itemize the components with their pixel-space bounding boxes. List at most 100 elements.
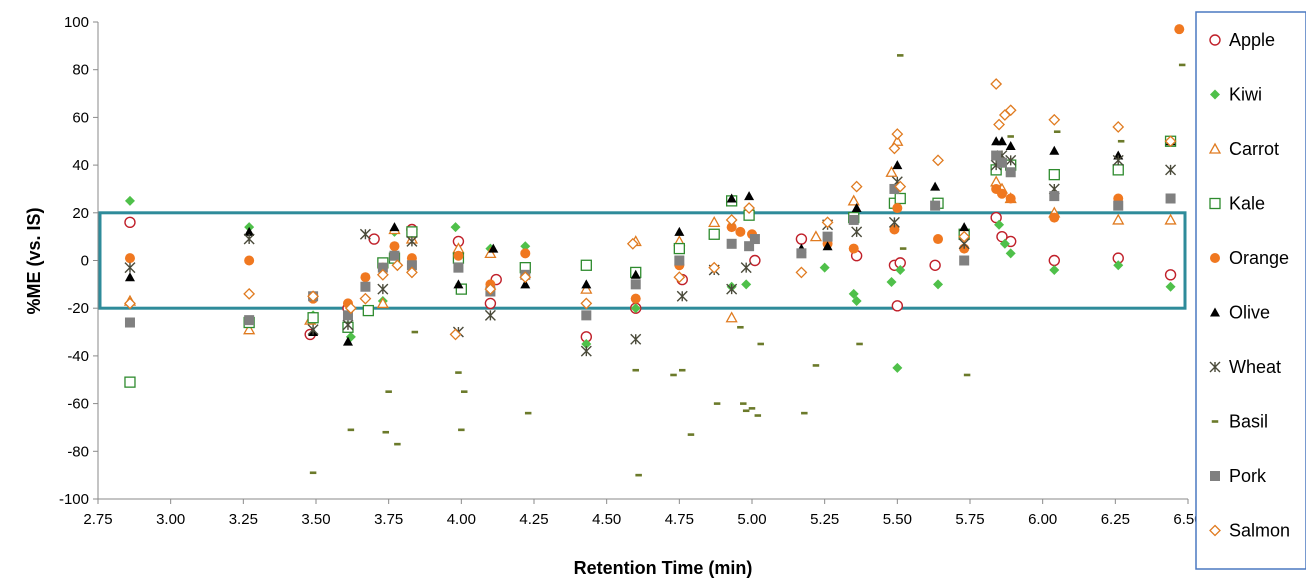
- legend-marker-salmon: [1209, 524, 1221, 537]
- x-tick-label: 4.50: [592, 511, 621, 528]
- data-point-carrot: [725, 311, 738, 323]
- x-tick-label: 3.50: [301, 511, 330, 528]
- data-point-basil: [632, 368, 639, 372]
- data-point-wheat: [1005, 154, 1017, 166]
- data-point-orange: [520, 248, 531, 259]
- data-point-wheat: [888, 216, 900, 228]
- legend-marker-kale: [1209, 197, 1221, 210]
- data-point-kiwi: [1005, 248, 1016, 259]
- data-point-salmon: [449, 328, 462, 341]
- y-tick-label: -100: [59, 491, 89, 508]
- x-tick-label: 4.00: [447, 511, 476, 528]
- data-point-salmon: [894, 180, 907, 193]
- data-point-pork: [959, 255, 970, 266]
- data-point-pork: [581, 310, 592, 321]
- data-point-carrot: [484, 247, 497, 258]
- data-point-pork: [377, 262, 388, 273]
- data-point-salmon: [519, 271, 532, 284]
- data-point-kiwi: [741, 279, 752, 290]
- data-point-pork: [674, 255, 685, 266]
- data-point-pork: [1005, 167, 1016, 178]
- data-point-salmon: [243, 287, 256, 300]
- data-point-basil: [812, 364, 820, 367]
- data-point-pork: [124, 317, 135, 328]
- legend-label-basil: Basil: [1229, 412, 1268, 432]
- data-point-salmon: [990, 78, 1003, 90]
- data-point-kale: [580, 259, 592, 271]
- x-tick-label: 4.25: [519, 511, 548, 528]
- data-point-kale: [1048, 168, 1060, 181]
- data-point-kiwi: [999, 238, 1010, 249]
- data-point-olive: [342, 336, 353, 346]
- series-salmon: [124, 78, 1177, 341]
- data-point-salmon: [1164, 135, 1177, 148]
- data-point-olive: [244, 226, 255, 236]
- data-point-wheat: [406, 235, 418, 247]
- data-point-pork: [1165, 193, 1176, 204]
- data-point-basil: [737, 325, 744, 329]
- data-point-basil: [1117, 139, 1125, 143]
- x-tick-label: 5.50: [883, 511, 912, 528]
- data-point-salmon: [708, 261, 721, 274]
- data-point-salmon: [406, 266, 418, 279]
- data-point-pork: [406, 260, 417, 271]
- data-marks: [123, 24, 1186, 477]
- data-point-kiwi: [124, 195, 135, 206]
- data-point-pork: [342, 310, 353, 321]
- legend-item-basil: Basil: [1211, 412, 1268, 432]
- data-point-olive: [726, 193, 737, 203]
- data-point-orange: [892, 203, 903, 214]
- data-point-basil: [896, 54, 904, 57]
- data-point-salmon: [795, 266, 808, 279]
- data-point-orange: [735, 226, 746, 237]
- legend-item-apple: Apple: [1209, 30, 1275, 50]
- x-tick-label: 5.75: [955, 511, 984, 528]
- data-point-pork: [822, 231, 833, 242]
- data-point-olive: [744, 191, 755, 201]
- data-point-basil: [801, 411, 808, 415]
- data-point-apple: [1048, 254, 1060, 267]
- data-point-wheat: [740, 262, 752, 274]
- legend-marker-carrot: [1208, 142, 1222, 154]
- legend-marker-wheat: [1209, 361, 1221, 373]
- data-point-apple: [124, 216, 136, 229]
- data-point-basil: [754, 414, 762, 417]
- series-pork: [124, 150, 1176, 328]
- data-point-basil: [394, 442, 401, 446]
- y-tick-label: 80: [72, 62, 89, 79]
- data-point-salmon: [850, 180, 863, 193]
- data-point-basil: [385, 390, 392, 393]
- data-point-basil: [757, 342, 764, 346]
- data-point-orange: [726, 222, 737, 233]
- data-point-olive: [674, 226, 685, 236]
- y-tick-label: 0: [81, 253, 89, 270]
- data-point-orange: [1005, 193, 1016, 204]
- legend-item-pork: Pork: [1210, 466, 1267, 486]
- data-point-orange: [1049, 212, 1060, 223]
- data-point-kiwi: [450, 222, 461, 233]
- data-point-kale: [894, 192, 906, 205]
- data-point-pork: [630, 279, 641, 290]
- data-point-salmon: [932, 154, 944, 167]
- y-tick-label: 20: [72, 205, 89, 222]
- axes: [93, 21, 1189, 504]
- data-point-pork: [389, 250, 400, 261]
- x-tick-label: 5.00: [737, 511, 766, 528]
- legend-marker-kiwi: [1210, 89, 1220, 100]
- data-point-wheat: [630, 333, 642, 345]
- data-point-olive: [389, 222, 400, 232]
- data-point-kale: [406, 226, 418, 238]
- legend-label-orange: Orange: [1229, 248, 1289, 268]
- data-point-basil: [963, 373, 971, 377]
- data-point-kiwi: [994, 219, 1005, 230]
- data-point-kale: [455, 283, 467, 295]
- data-point-wheat: [359, 228, 371, 240]
- data-point-salmon: [743, 202, 756, 214]
- data-point-basil: [524, 411, 532, 415]
- data-point-olive: [959, 222, 970, 232]
- x-tick-label: 3.00: [156, 511, 185, 528]
- data-point-kiwi: [895, 265, 906, 276]
- data-point-pork: [244, 315, 255, 326]
- data-point-basil: [460, 390, 468, 393]
- data-point-salmon: [993, 118, 1005, 131]
